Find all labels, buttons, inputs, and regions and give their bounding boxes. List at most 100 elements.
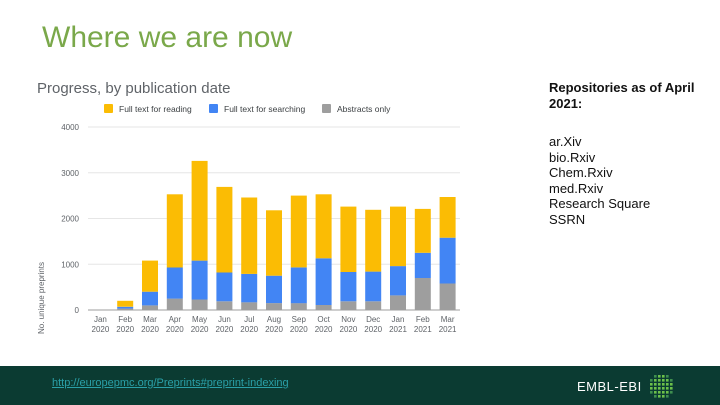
logo-dot [649,379,653,382]
logo-dot [653,383,657,386]
bar-segment [216,186,233,273]
logo-dot [665,379,669,382]
x-tick-label: Apr [169,315,182,324]
logo-text: EMBL-EBI [577,378,642,394]
x-tick-label: Jan [392,315,405,324]
x-tick-label: 2020 [116,325,134,334]
embl-ebi-logo: EMBL-EBI [577,373,674,399]
bar-segment [340,272,357,302]
bar-segment [414,208,431,253]
bar-segment [166,298,183,310]
x-tick-label: Jun [218,315,231,324]
legend-swatch [104,104,113,113]
repository-item: SSRN [549,211,586,227]
logo-dot [669,387,673,390]
y-axis-label: No. unique preprints [37,262,46,334]
x-tick-label: 2021 [414,325,432,334]
logo-dot [653,391,657,394]
logo-dot [657,391,661,394]
logo-dot [661,379,665,382]
repository-item: ar.Xiv [549,134,582,149]
bar-segment [439,237,456,284]
y-tick-label: 1000 [61,260,79,269]
logo-dot [649,383,653,386]
bar-segment [191,160,208,261]
slide-title: Where we are now [42,21,293,54]
y-axis-ticks: 0 1000 2000 3000 4000 [61,123,79,315]
bar-segment [290,195,307,268]
repositories-panel: Repositories as of April 2021: ar.Xiv bio… [549,80,709,228]
x-tick-label: Sep [292,315,307,324]
repositories-heading: Repositories as of April 2021: [549,80,695,111]
logo-dot [669,391,673,394]
bar-segment [142,291,158,306]
x-tick-label: 2020 [141,325,159,334]
logo-dot [665,391,669,394]
y-tick-label: 4000 [61,123,79,132]
bar-segment [290,303,307,310]
bar-segment [266,303,282,310]
repository-item: Research Square [549,196,651,212]
logo-dot [661,387,665,390]
logo-dot [669,379,673,382]
repository-item: Chem.Rxiv [549,165,613,181]
bar-segment [117,306,134,309]
bar-segment [191,260,208,300]
legend-swatch [209,104,218,113]
y-tick-label: 2000 [61,215,79,224]
logo-dot [665,395,669,398]
repository-item: med.Rxiv [549,180,604,196]
embl-ebi-logo-icon [649,375,673,398]
logo-dot [661,383,665,386]
logo-dot [661,375,665,378]
x-tick-label: Nov [341,315,355,324]
logo-dot [665,375,669,378]
y-tick-label: 3000 [61,169,79,178]
x-tick-label: 2021 [389,325,407,334]
bar-segment [315,194,332,259]
bar-segment [390,206,406,267]
y-tick-label: 0 [75,306,80,315]
bar-segment [142,305,158,310]
x-tick-label: 2020 [340,325,358,334]
x-tick-label: 2020 [315,325,333,334]
bar-segment [315,258,332,305]
bar-segment [216,272,233,302]
preprint-indexing-link[interactable]: http://europepmc.org/Preprints#preprint-… [52,377,289,389]
footer-bar: http://europepmc.org/Preprints#preprint-… [0,366,720,405]
x-tick-label: Mar [143,315,157,324]
bar-segment [439,283,456,310]
x-tick-label: 2020 [216,325,234,334]
logo-dot [657,395,661,398]
x-tick-label: 2020 [364,325,382,334]
logo-dot [653,395,657,398]
x-tick-label: Jul [244,315,254,324]
bar-segment [414,278,431,310]
logo-dot [653,379,657,382]
bar-segment [241,273,258,303]
x-tick-label: 2021 [439,325,457,334]
x-tick-label: Mar [441,315,455,324]
logo-dot [665,383,669,386]
bar-segment [340,301,357,310]
legend-label: Full text for searching [224,104,306,114]
x-tick-label: Oct [317,315,330,324]
legend-label: Abstracts only [337,104,391,114]
repositories-list: ar.Xiv bio.Rxiv Chem.Rxiv med.Rxiv Research … [549,134,709,228]
x-tick-label: Dec [366,315,380,324]
bar-segment [365,271,382,302]
bar-segment [390,295,406,310]
x-tick-label: Aug [267,315,281,324]
logo-dot [649,391,653,394]
x-tick-label: Jan [94,315,107,324]
logo-dot [661,395,665,398]
bar-segment [117,308,134,310]
legend-label: Full text for reading [119,104,192,114]
publication-progress-chart: Progress, by publication date Full text … [37,80,460,334]
bar-segment [290,267,307,304]
bar-segment [414,252,431,278]
x-tick-label: Feb [416,315,430,324]
logo-dot [657,375,661,378]
bar-segment [142,260,158,292]
bar-segment [266,275,282,304]
